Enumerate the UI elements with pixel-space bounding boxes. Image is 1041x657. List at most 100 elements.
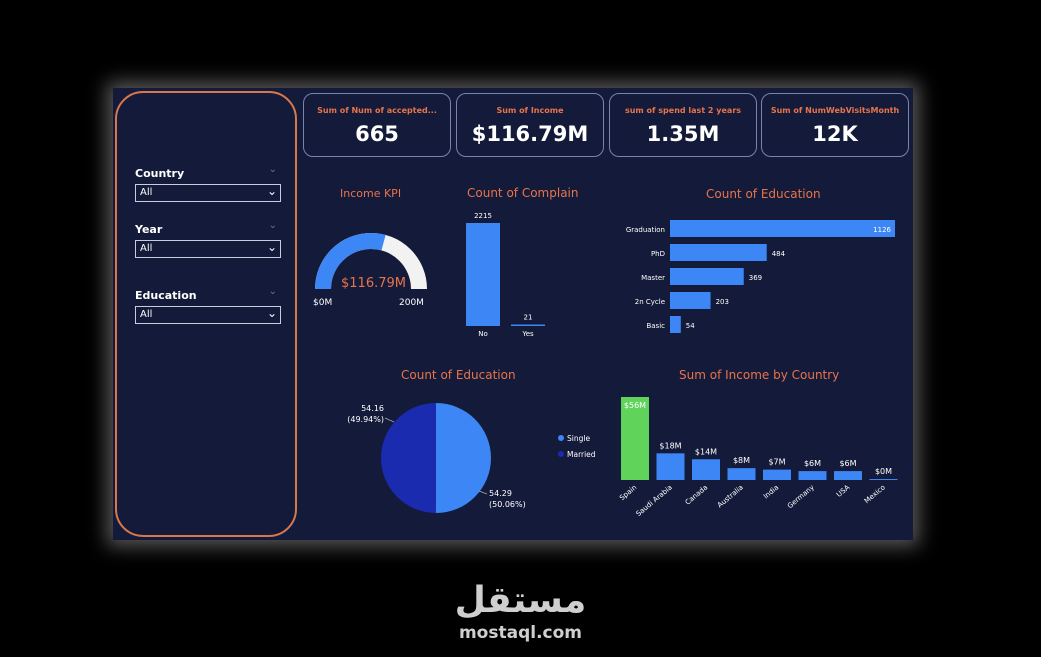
data-label: $6M: [839, 459, 856, 468]
chevron-down-icon[interactable]: ⌄: [268, 164, 277, 175]
chevron-down-icon[interactable]: ⌄: [268, 220, 277, 231]
gauge-title: Income KPI: [340, 187, 402, 200]
data-label: 54: [686, 322, 695, 330]
gauge-svg: [315, 233, 427, 290]
legend-label: Married: [567, 450, 596, 459]
bar: [869, 479, 898, 480]
data-label: $8M: [733, 456, 750, 465]
leader-line: [384, 417, 395, 423]
tick-label: Graduation: [626, 226, 665, 234]
slicer-dropdown[interactable]: All ⌄: [135, 306, 281, 324]
bar: [763, 469, 791, 480]
leader-line: [478, 490, 488, 495]
kpi-title: Sum of Income: [496, 106, 564, 115]
legend-label: Single: [567, 434, 590, 443]
education-pie-chart: 54.29 (50.06%) 54.16 (49.94%) Single Married: [347, 403, 596, 513]
kpi-title: Sum of Num of accepted...: [317, 106, 437, 115]
education-bar-chart: Graduation 1126 PhD 484 Master 369 2n Cycle 203…: [626, 220, 895, 333]
kpi-title: sum of spend last 2 years: [624, 106, 742, 115]
chart-title: Sum of Income by Country: [679, 368, 840, 382]
kpi-value: 1.35M: [646, 122, 720, 146]
tick-label: USA: [835, 483, 851, 499]
complain-chart-tile: Count of Complain 2215 No 21 Yes: [443, 172, 603, 352]
complain-chart: 2215 No 21 Yes: [466, 212, 545, 338]
slicer-dropdown[interactable]: All ⌄: [135, 240, 281, 258]
data-label: 369: [749, 274, 762, 282]
bar: [656, 453, 685, 480]
data-label: 54.29: [489, 489, 512, 498]
slicer-label: Country: [135, 167, 185, 180]
tick-label: Mexico: [863, 483, 887, 505]
tick-label: Australia: [716, 483, 745, 509]
tick-label: Germany: [786, 483, 816, 510]
tick-label: Basic: [646, 322, 665, 330]
chevron-down-icon[interactable]: ⌄: [266, 184, 277, 198]
kpi-value: $116.79M: [471, 122, 589, 146]
data-label: 2215: [474, 212, 492, 220]
bar: [670, 220, 895, 237]
data-label: 203: [716, 298, 729, 306]
data-label: $18M: [659, 441, 681, 450]
kpi-value: 12K: [812, 122, 858, 146]
kpi-card: Sum of NumWebVisitsMonth 12K: [761, 93, 909, 157]
data-label: (50.06%): [489, 500, 526, 509]
watermark-domain: mostaql.com: [458, 623, 583, 643]
data-label: 484: [772, 250, 786, 258]
bar: [798, 471, 827, 480]
legend-marker: [558, 451, 564, 457]
data-label: 21: [524, 314, 533, 322]
kpi-title: Sum of NumWebVisitsMonth: [770, 106, 900, 115]
chevron-down-icon[interactable]: ⌄: [268, 286, 277, 297]
gauge-tile: Income KPI $116.79M $0M 200M: [301, 172, 441, 352]
slicer-label: Year: [135, 223, 163, 236]
chart-title: Count of Complain: [467, 186, 579, 200]
data-label: $7M: [768, 458, 785, 467]
slicer-label: Education: [135, 289, 197, 302]
pie-slice: [435, 403, 492, 513]
tick-label: 2n Cycle: [635, 298, 665, 306]
chevron-down-icon[interactable]: ⌄: [266, 306, 277, 320]
kpi-card: Sum of Income $116.79M: [456, 93, 604, 157]
bar: [727, 468, 756, 480]
education-bar-tile: Count of Education Graduation 1126 PhD 484 M…: [613, 172, 911, 352]
tick-label: Canada: [684, 483, 710, 506]
gauge-fill: [315, 233, 386, 290]
dashboard: Country ⌄ All ⌄ Year ⌄ All ⌄ Education ⌄ A…: [113, 88, 913, 540]
watermark-logo: مستقل: [454, 580, 587, 621]
kpi-card: Sum of Num of accepted... 665: [303, 93, 451, 157]
bar: [670, 268, 744, 285]
education-pie-tile: Count of Education 54.29 (50.06%) 54.16 (49…: [301, 356, 603, 536]
country-income-chart: $56M Spain $18M Saudi Arabia $14M Canada $8M Au…: [618, 397, 898, 518]
tick-label: PhD: [651, 250, 665, 258]
data-label: $0M: [875, 467, 892, 476]
kpi-card: sum of spend last 2 years 1.35M: [609, 93, 757, 157]
slicer-panel: Country ⌄ All ⌄ Year ⌄ All ⌄ Education ⌄ A…: [115, 91, 297, 537]
gauge-min-label: $0M: [313, 298, 333, 308]
data-label: 54.16: [361, 404, 384, 413]
bar: [692, 459, 720, 480]
gauge-max-label: 200M: [399, 298, 424, 308]
chart-title: Count of Education: [706, 187, 821, 201]
slicer-year[interactable]: Year ⌄ All ⌄: [135, 220, 281, 258]
slicer-dropdown[interactable]: All ⌄: [135, 184, 281, 202]
gauge-value-label: $116.79M: [341, 276, 406, 291]
tick-label: No: [478, 330, 488, 338]
country-chart-tile: Sum of Income by Country $56M Spain $18M Sa…: [613, 356, 911, 536]
tick-label: Saudi Arabia: [635, 483, 674, 518]
slicer-country[interactable]: Country ⌄ All ⌄: [135, 164, 281, 202]
data-label: $56M: [624, 401, 646, 410]
bar: [834, 471, 862, 480]
data-label: 1126: [873, 226, 891, 234]
slicer-education[interactable]: Education ⌄ All ⌄: [135, 286, 281, 324]
bar: [670, 316, 681, 333]
data-label: $14M: [695, 447, 717, 456]
pie-slice: [381, 403, 436, 513]
bar: [670, 292, 711, 309]
chevron-down-icon[interactable]: ⌄: [266, 240, 277, 254]
data-label: (49.94%): [347, 415, 384, 424]
tick-label: Spain: [618, 483, 638, 502]
bar: [511, 324, 545, 326]
kpi-value: 665: [355, 122, 399, 146]
chart-title: Count of Education: [401, 368, 516, 382]
bar: [621, 397, 649, 480]
